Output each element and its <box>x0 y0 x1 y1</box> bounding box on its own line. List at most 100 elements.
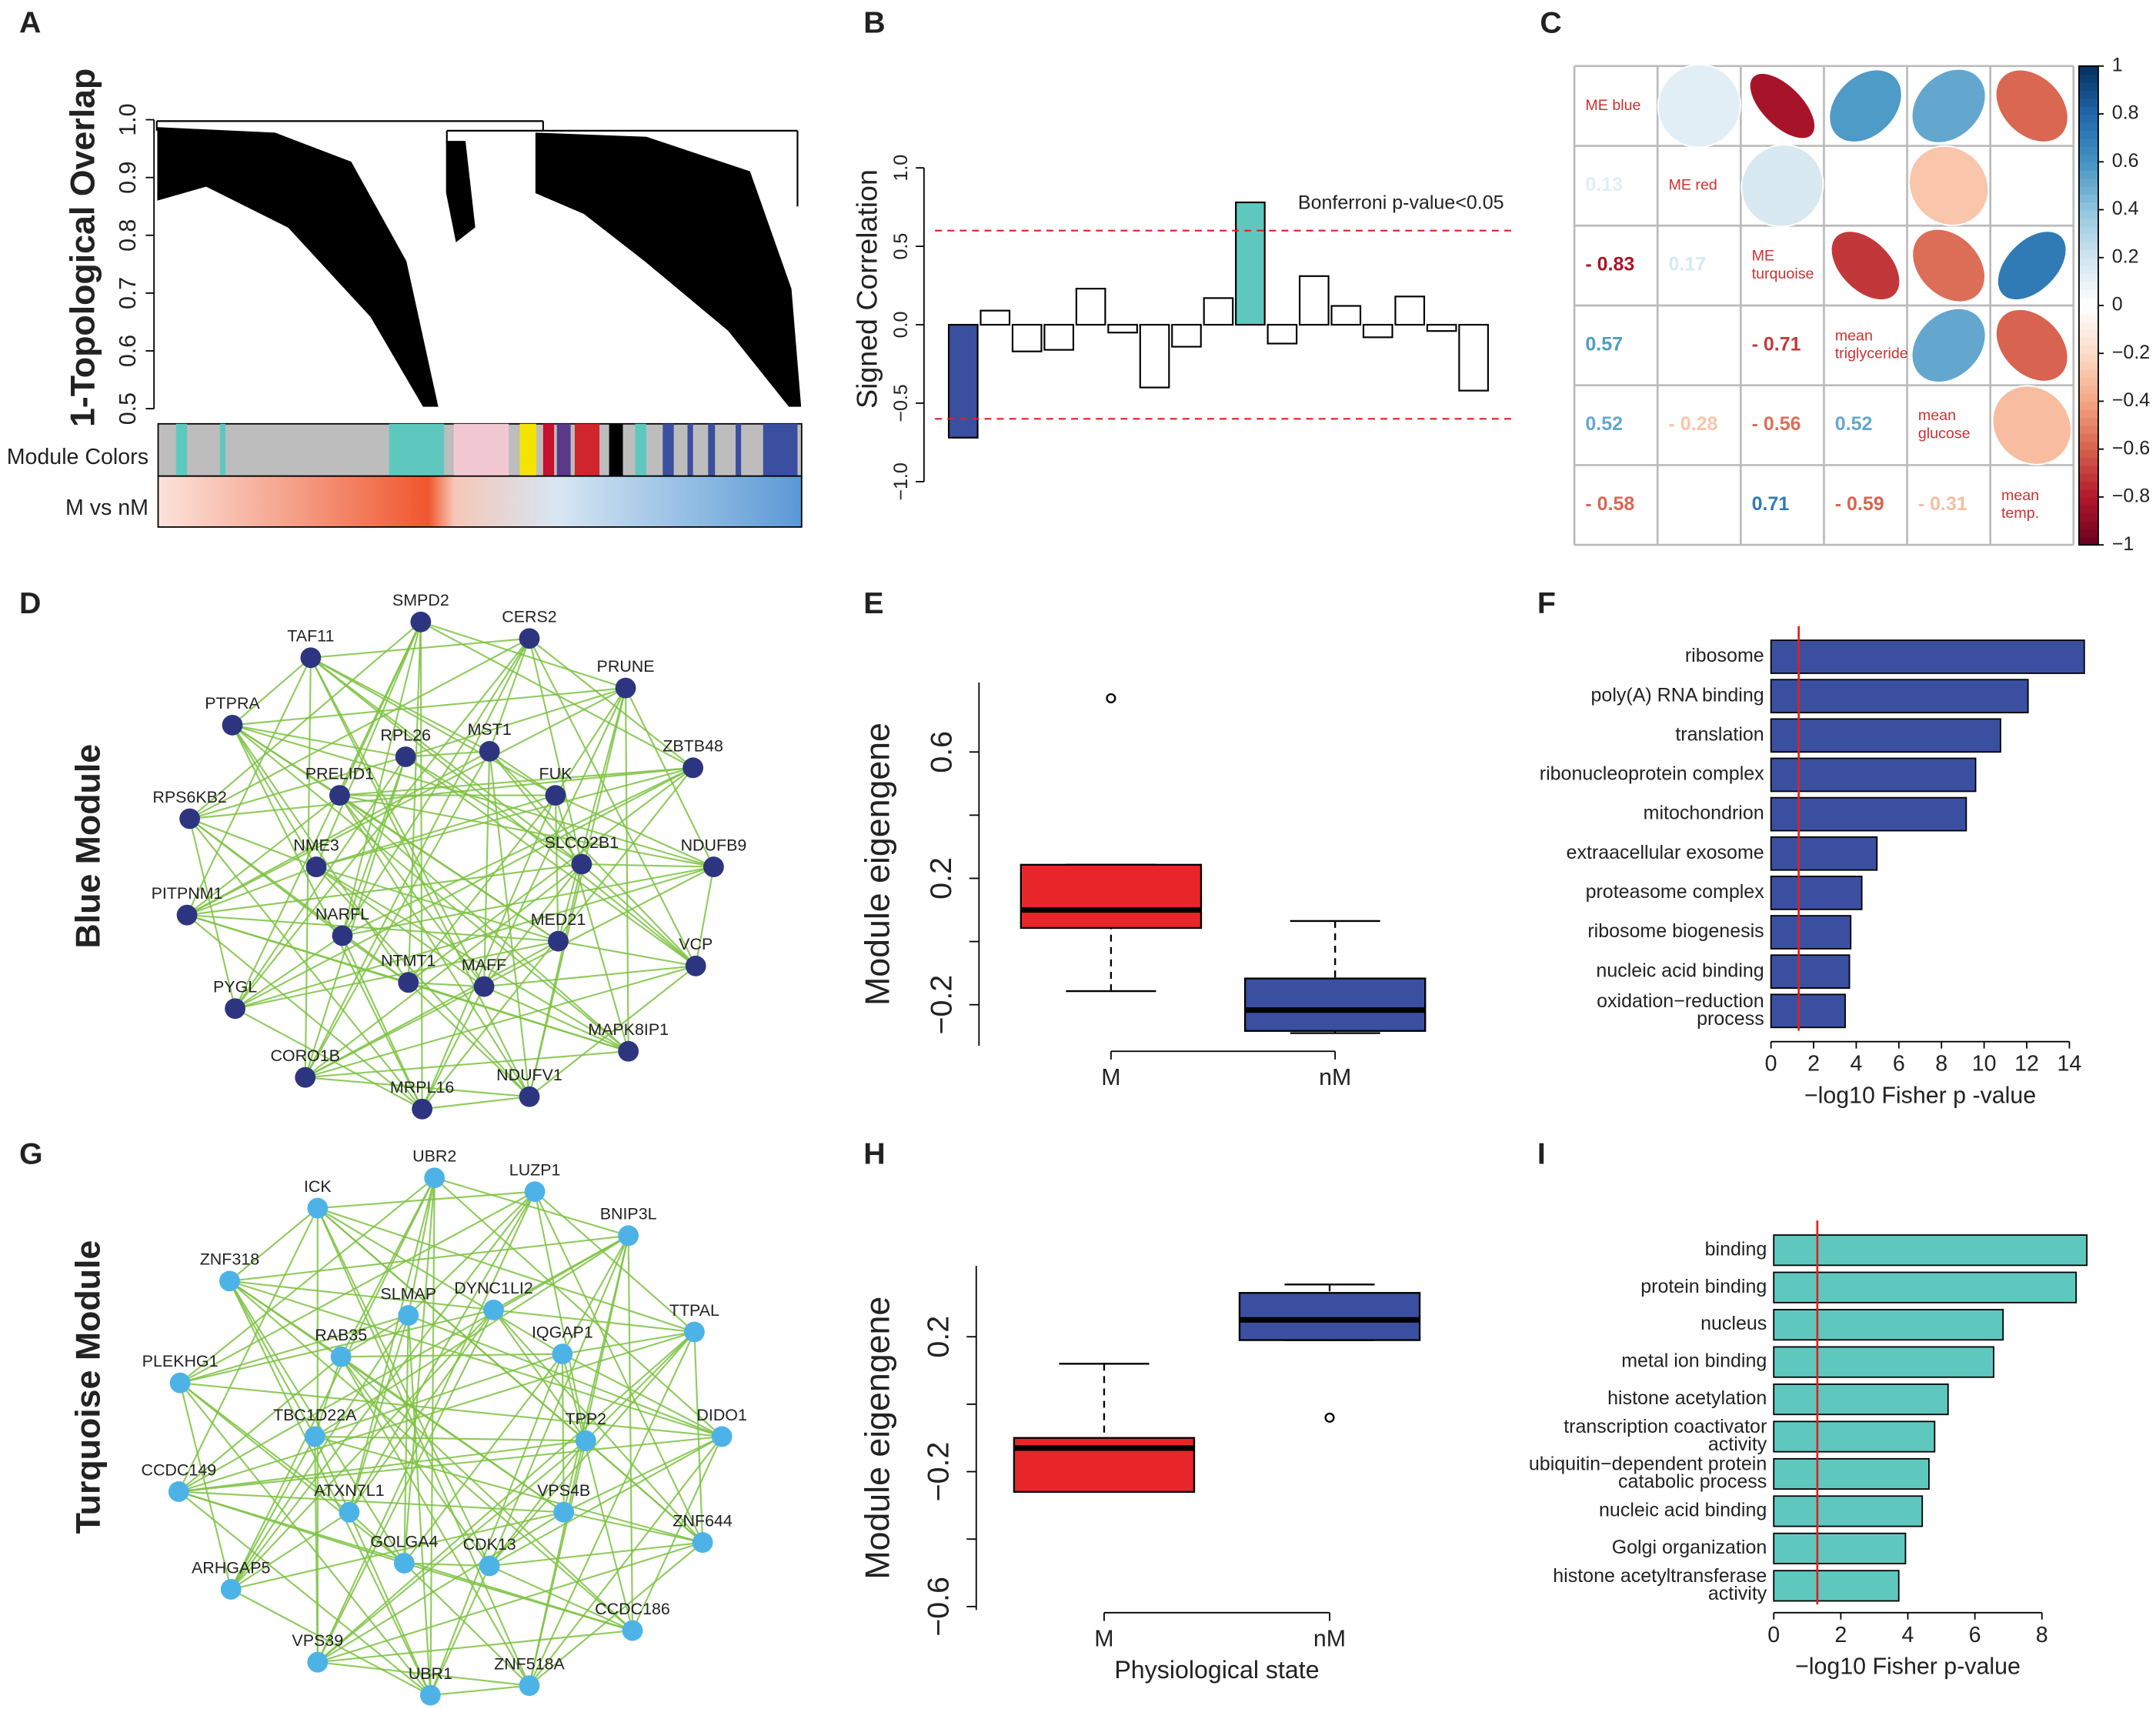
correlation-value: - 0.71 <box>1752 333 1801 355</box>
edge <box>234 935 343 1010</box>
y-axis-label: Module eigengene <box>859 1297 896 1580</box>
colorbar-step <box>2078 441 2098 450</box>
bar <box>1773 1346 1994 1378</box>
edge <box>304 756 407 1078</box>
edge <box>403 1562 530 1687</box>
correlation-ellipse <box>1740 144 1824 228</box>
edge <box>186 914 423 1110</box>
edge <box>317 1511 565 1664</box>
edge <box>489 1435 723 1567</box>
edge <box>408 1314 723 1437</box>
node <box>615 677 636 699</box>
colorbar-step <box>2078 193 2098 203</box>
bar <box>1770 796 1967 832</box>
node-label: VPS39 <box>292 1631 343 1650</box>
edge <box>317 1541 703 1664</box>
node <box>393 1553 415 1574</box>
colorbar-step <box>2078 481 2098 490</box>
edge <box>534 1191 587 1441</box>
bar <box>1330 305 1362 326</box>
node <box>295 1066 316 1088</box>
box <box>1238 1292 1421 1341</box>
edge <box>310 637 530 659</box>
node-label: CORO1B <box>270 1046 340 1065</box>
colorbar-step <box>2078 114 2098 123</box>
node <box>479 740 500 762</box>
bar <box>1075 288 1106 326</box>
edge <box>304 638 530 1078</box>
edge <box>189 766 693 820</box>
node-label: CCDC149 <box>141 1460 216 1479</box>
colorbar-step <box>2078 521 2098 530</box>
edge <box>179 1190 536 1384</box>
box <box>1243 977 1427 1032</box>
edge <box>178 1356 342 1493</box>
edge <box>348 1315 409 1513</box>
node <box>330 1346 352 1367</box>
edge <box>528 1440 587 1686</box>
correlation-value: - 0.28 <box>1669 413 1718 435</box>
x-tick-label: 8 <box>2036 1623 2048 1647</box>
bar <box>1773 1383 1949 1416</box>
bar <box>1171 323 1202 348</box>
node-label: MRPL16 <box>390 1078 454 1096</box>
edge <box>179 1309 494 1384</box>
edge <box>232 724 423 1110</box>
edge <box>235 940 559 1010</box>
colorbar-tick-label: −1 <box>2112 533 2134 555</box>
edge <box>229 1280 494 1311</box>
edge <box>305 863 582 1079</box>
edge <box>434 1177 629 1237</box>
edge <box>493 1309 695 1333</box>
edge <box>230 1588 431 1697</box>
edge <box>585 1331 696 1442</box>
category-label: proteasome complex <box>1586 881 1765 903</box>
correlation-value: 0.57 <box>1585 333 1623 355</box>
module-color-bar <box>157 422 803 528</box>
colorbar-tick-label: 0.8 <box>2112 102 2139 124</box>
category-label: poly(A) RNA binding <box>1591 684 1764 706</box>
edge <box>189 621 422 819</box>
colorbar-step <box>2078 178 2098 187</box>
edge <box>349 1309 495 1513</box>
panel-label: C <box>1540 6 1561 40</box>
category-label: ribonucleoprotein complex <box>1540 763 1764 785</box>
edge <box>529 1331 696 1687</box>
edge <box>230 1436 316 1590</box>
edge <box>489 751 531 1097</box>
bar <box>1770 757 1977 793</box>
edge <box>529 965 696 1098</box>
edge <box>186 750 490 916</box>
x-axis-label: −log10 Fisher p-value <box>1795 1653 2021 1679</box>
edge <box>339 795 530 1097</box>
bar <box>1770 876 1863 910</box>
colorbar-step <box>2078 209 2098 219</box>
network: SMPD2 CERS2 TAF11 PRUNE PTPRA ZBTB48 RPL26 MST1… <box>152 591 746 1120</box>
category-label: activity <box>1708 1434 1767 1455</box>
node <box>219 1270 240 1292</box>
node-label: VPS4B <box>537 1481 590 1500</box>
node <box>703 856 724 878</box>
edge <box>315 866 530 1097</box>
edge <box>186 794 341 916</box>
edge <box>317 1207 695 1333</box>
node-label: LUZP1 <box>509 1160 561 1179</box>
colorbar-step <box>2078 122 2098 131</box>
node-label: ATXN7L1 <box>314 1481 384 1500</box>
panel-label: G <box>19 1137 43 1171</box>
edge <box>433 1177 723 1437</box>
row-label: Module Colors <box>7 445 149 469</box>
variable-label: ME blue <box>1585 97 1640 114</box>
edge <box>563 1511 703 1544</box>
edge <box>627 1235 634 1631</box>
panel-label: F <box>1537 586 1556 620</box>
bar <box>1773 1457 1930 1490</box>
node-label: BNIP3L <box>600 1205 657 1223</box>
node-label: SLCO2B1 <box>545 833 619 852</box>
correlation-ellipse <box>1994 68 2069 143</box>
edge <box>315 1435 586 1442</box>
node <box>683 757 704 779</box>
y-tick-label: 1.0 <box>115 103 141 135</box>
colorbar-step <box>2078 305 2098 315</box>
colorbar-step <box>2078 273 2098 282</box>
